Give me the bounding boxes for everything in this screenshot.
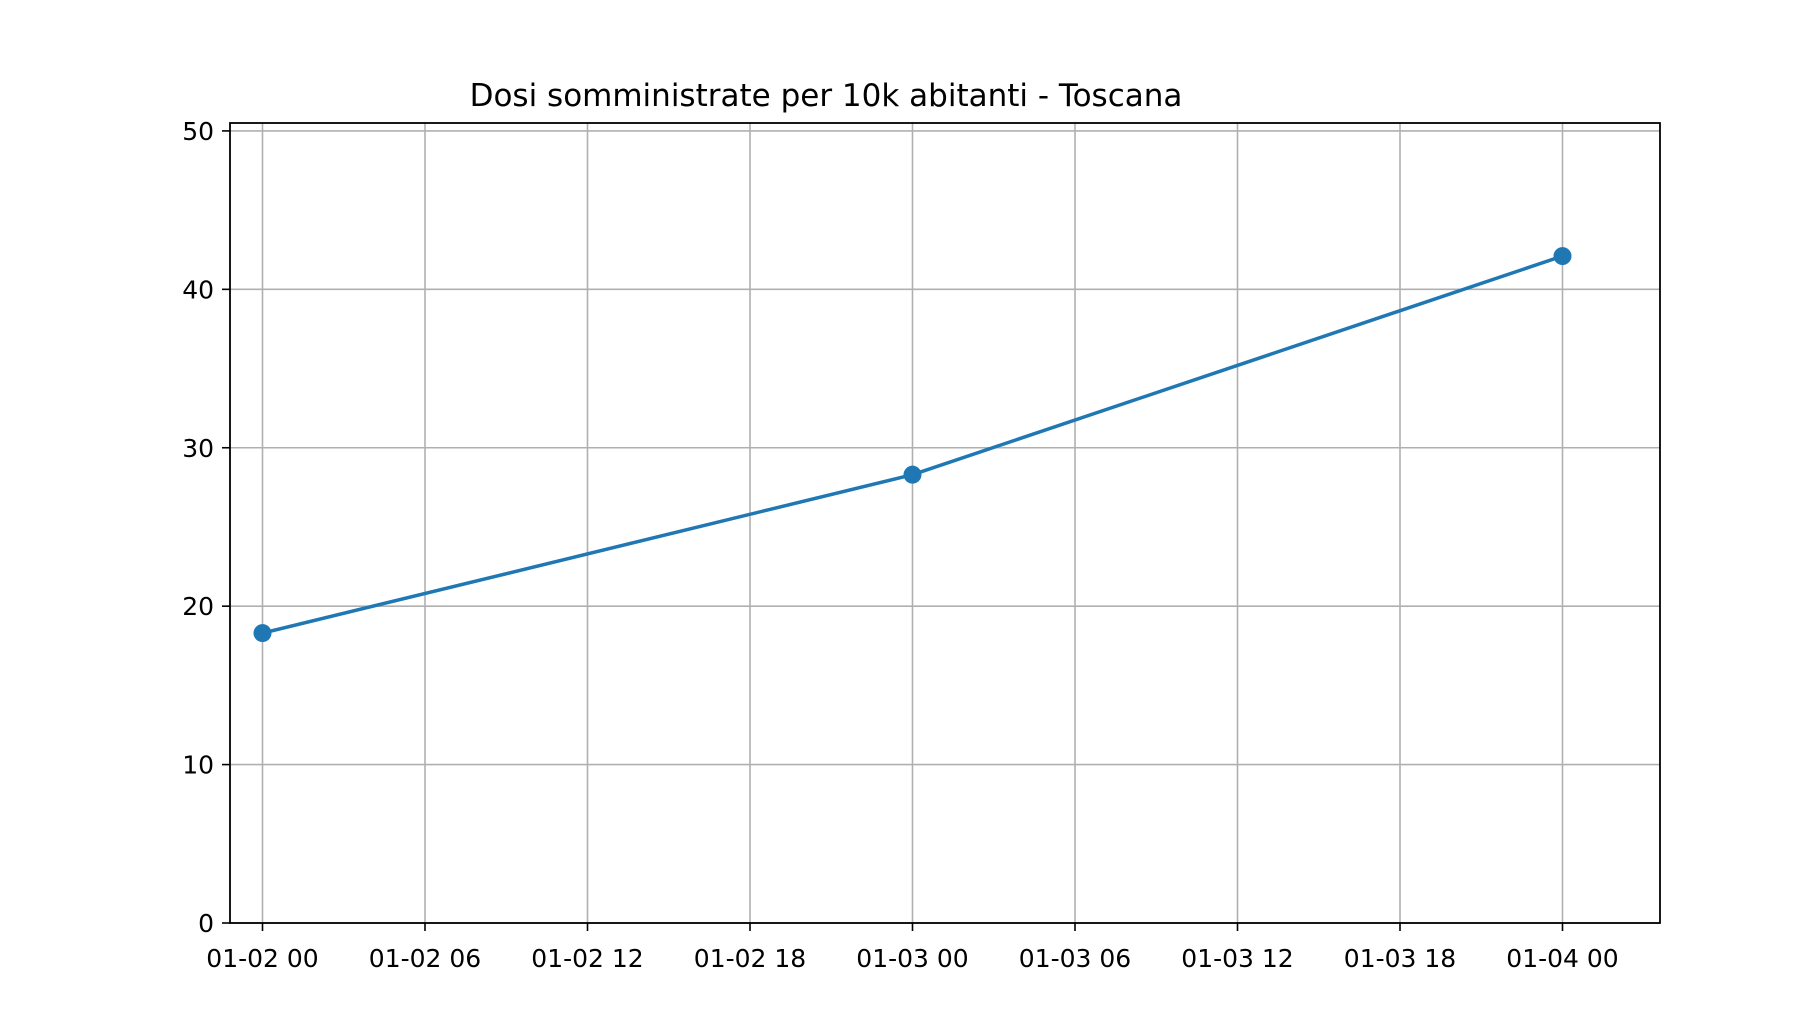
y-tick-label: 50 <box>182 117 214 146</box>
data-point <box>253 624 272 643</box>
x-tick-label: 01-02 12 <box>531 944 643 973</box>
y-tick-label: 20 <box>182 592 214 621</box>
x-tick-label: 01-02 06 <box>369 944 481 973</box>
y-tick-label: 10 <box>182 751 214 780</box>
data-point <box>903 465 922 484</box>
y-tick-label: 30 <box>182 434 214 463</box>
x-tick-label: 01-03 18 <box>1344 944 1456 973</box>
x-tick-label: 01-02 18 <box>694 944 806 973</box>
x-tick-label: 01-03 00 <box>856 944 968 973</box>
x-tick-label: 01-02 00 <box>206 944 318 973</box>
y-tick-label: 40 <box>182 275 214 304</box>
x-tick-label: 01-03 06 <box>1019 944 1131 973</box>
data-point <box>1553 247 1572 266</box>
plot-frame <box>229 122 1661 924</box>
chart-title: Dosi somministrate per 10k abitanti - To… <box>470 78 1183 114</box>
x-axis: 01-02 00 01-02 06 01-02 12 01-02 18 01-03 00… <box>206 923 1619 973</box>
series-group <box>253 247 1572 643</box>
grid-lines <box>230 123 1660 924</box>
x-tick-label: 01-03 12 <box>1181 944 1293 973</box>
x-tick-label: 01-04 00 <box>1506 944 1618 973</box>
y-tick-label: 0 <box>198 909 214 938</box>
y-axis: 0 10 20 30 40 50 <box>182 117 230 938</box>
